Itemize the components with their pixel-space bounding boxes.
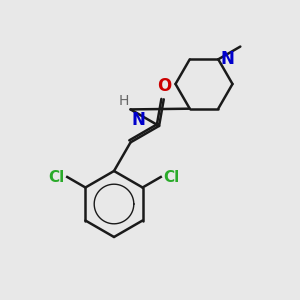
Text: N: N (132, 111, 146, 129)
Text: Cl: Cl (163, 169, 179, 184)
Text: O: O (157, 77, 171, 95)
Text: Cl: Cl (49, 169, 65, 184)
Text: N: N (221, 50, 235, 68)
Text: H: H (118, 94, 129, 108)
